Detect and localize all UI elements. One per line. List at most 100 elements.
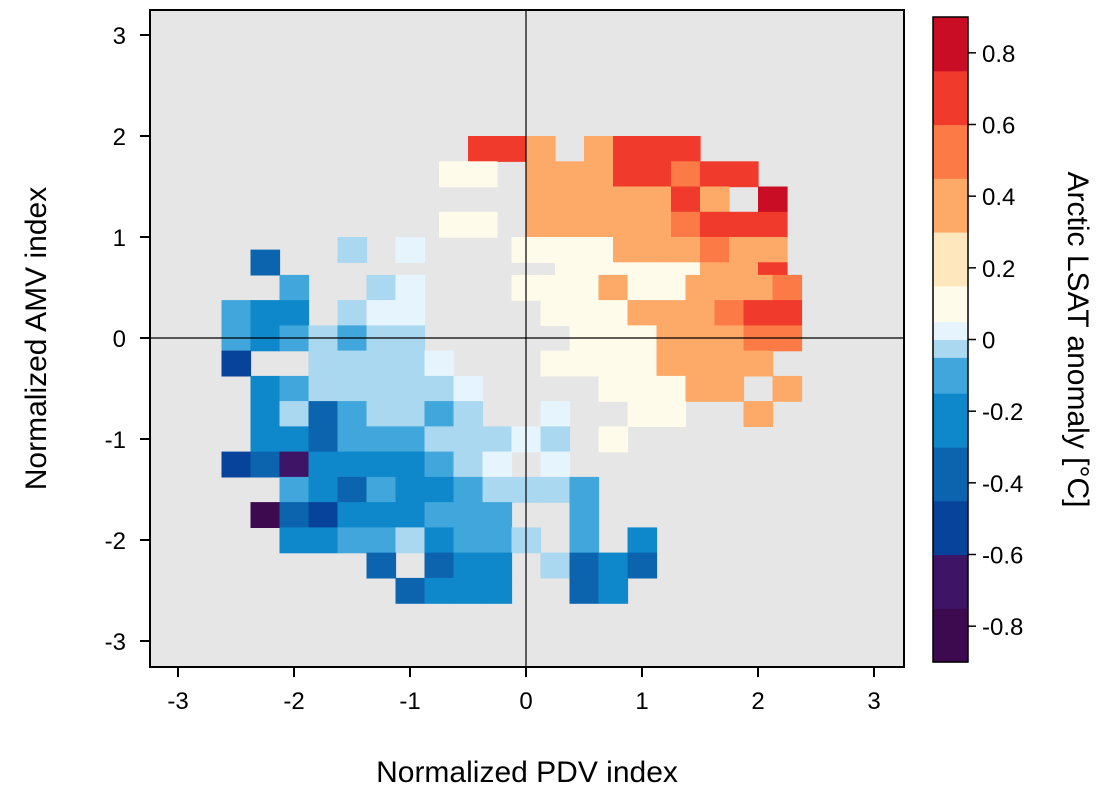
colorbar-tick-label: 0.4 (982, 184, 1015, 211)
heatmap-cell (279, 274, 310, 301)
heatmap-cell (395, 451, 426, 478)
heatmap-cell (671, 136, 701, 162)
heatmap-cell (395, 274, 426, 301)
heatmap-cell (613, 161, 643, 188)
heatmap-cell (627, 375, 658, 402)
heatmap-cell (555, 161, 585, 188)
colorbar-tick-label: -0.6 (982, 543, 1023, 570)
colorbar-title: Arctic LSAT anomaly [°C] (1061, 172, 1094, 508)
heatmap-cell (424, 426, 455, 453)
heatmap-cell (642, 136, 672, 162)
heatmap-cell (424, 375, 455, 402)
heatmap-cell (555, 186, 585, 213)
heatmap-cell (250, 375, 281, 402)
heatmap-cell (569, 552, 600, 579)
y-tick-label: -2 (105, 528, 126, 555)
x-tick-label: -3 (167, 688, 188, 715)
colorbar-swatch (933, 554, 968, 609)
colorbar-tick-label: 0 (982, 328, 995, 355)
heatmap-cell (729, 161, 759, 188)
colorbar-swatch (933, 339, 968, 358)
heatmap-cell (250, 300, 281, 326)
y-tick-label: 3 (113, 23, 126, 50)
colorbar-swatch (933, 124, 968, 179)
heatmap-cell (584, 161, 614, 188)
heatmap-cell (482, 502, 513, 528)
heatmap-cell (453, 577, 484, 604)
heatmap-cell (395, 577, 426, 604)
heatmap-cell (569, 350, 600, 377)
heatmap-cell (279, 375, 310, 402)
y-tick-label: 1 (113, 225, 126, 252)
heatmap-cell (743, 350, 774, 377)
heatmap-cell (569, 502, 600, 528)
heatmap-cell (250, 249, 281, 276)
heatmap-cell (337, 527, 368, 554)
heatmap-cell (395, 527, 426, 554)
heatmap-cell (598, 426, 629, 453)
heatmap-cell (772, 274, 803, 301)
heatmap-cell (250, 401, 281, 427)
heatmap-cell (221, 451, 252, 478)
colorbar-tick-label: -0.2 (982, 399, 1023, 426)
heatmap-cell (337, 502, 368, 528)
heatmap-cell (700, 186, 730, 213)
heatmap-cell (598, 300, 629, 326)
heatmap-cell (685, 274, 716, 301)
x-tick-label: -2 (283, 688, 304, 715)
heatmap-cell (279, 527, 310, 554)
heatmap-cell (584, 136, 614, 162)
heatmap-cell (337, 426, 368, 453)
heatmap-cell (250, 451, 281, 478)
heatmap-cell (656, 375, 687, 402)
heatmap-cell (337, 476, 368, 503)
heatmap-cell (395, 375, 426, 402)
colorbar-tick-label: 0.2 (982, 256, 1015, 283)
heatmap-cell (482, 552, 513, 579)
y-axis-ticks: -3 -2 -1 0 1 2 3 (105, 23, 150, 656)
heatmap-cell (279, 502, 310, 528)
heatmap-cell (482, 426, 513, 453)
heatmap-cell (569, 577, 600, 604)
heatmap-cell (279, 426, 310, 453)
heatmap-cell (656, 274, 687, 301)
heatmap-cell (337, 451, 368, 478)
heatmap-cell (279, 401, 310, 427)
heatmap-cells (221, 136, 803, 604)
heatmap-cell (308, 502, 339, 528)
heatmap-cell (250, 426, 281, 453)
heatmap-cell (729, 211, 759, 238)
heatmap-cell (424, 401, 455, 427)
heatmap-cell (685, 300, 716, 326)
heatmap-cell (540, 300, 571, 326)
heatmap-cell (714, 300, 745, 326)
heatmap-cell (700, 237, 730, 263)
heatmap-cell (671, 186, 701, 213)
heatmap-cell (569, 300, 600, 326)
heatmap-cell (468, 211, 498, 238)
colorbar-swatch (933, 321, 968, 340)
heatmap-cell (308, 527, 339, 554)
colorbar-swatch (933, 357, 968, 394)
heatmap-cell (642, 161, 672, 188)
heatmap-cell (758, 237, 788, 263)
heatmap-cell (613, 211, 643, 238)
heatmap-cell (308, 401, 339, 427)
heatmap-cell (337, 401, 368, 427)
heatmap-cell (453, 476, 484, 503)
colorbar-tick-label: -0.4 (982, 471, 1023, 498)
x-tick-label: 0 (519, 688, 532, 715)
heatmap-cell (526, 211, 556, 238)
colorbar-swatch (933, 17, 968, 72)
heatmap-cell (395, 426, 426, 453)
heatmap-cell (656, 401, 687, 427)
colorbar-tick-label: 0.6 (982, 113, 1015, 140)
colorbar-swatch (933, 393, 968, 448)
heatmap-cell (598, 350, 629, 377)
heatmap-cell (540, 350, 571, 377)
heatmap-cell (424, 350, 455, 377)
heatmap-cell (337, 237, 368, 263)
heatmap-cell (439, 211, 469, 238)
heatmap-cell (424, 451, 455, 478)
